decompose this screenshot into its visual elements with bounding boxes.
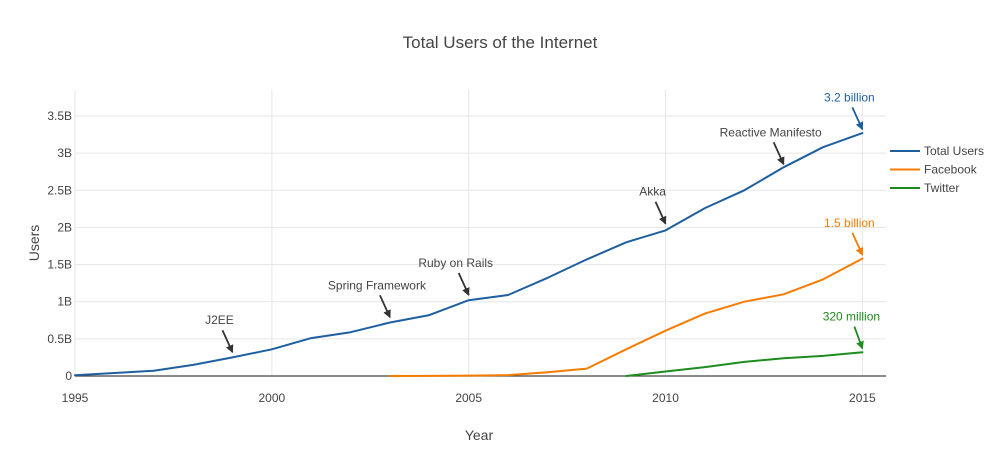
legend-item-total-users[interactable]: Total Users (890, 144, 984, 158)
y-tick-label: 1.5B (47, 258, 72, 272)
legend-item-twitter[interactable]: Twitter (890, 181, 959, 195)
annotation-arrow (772, 141, 785, 166)
legend-item-facebook[interactable]: Facebook (890, 163, 978, 177)
axis-ticks: 0 0.5B 1B 1.5B 2B 2.5B 3B 3.5B 1995 2000 2005 2010 2… (47, 109, 876, 405)
legend: Total Users Facebook Twitter (890, 144, 984, 195)
series-line-twitter (625, 351, 864, 377)
x-tick-label: 2005 (455, 391, 482, 405)
y-tick-label: 3B (57, 146, 72, 160)
annotation-arrow (379, 294, 391, 319)
annotation-arrow (853, 326, 864, 350)
series-line-total-users (74, 132, 864, 377)
y-tick-label: 3.5B (47, 109, 72, 123)
series-line-facebook (389, 257, 864, 377)
annotation-arrow (851, 232, 864, 256)
annotation-label: 1.5 billion (824, 216, 875, 230)
annotation-arrow (221, 329, 234, 354)
legend-label: Twitter (924, 181, 959, 195)
series (74, 132, 864, 377)
y-tick-label: 1B (57, 295, 72, 309)
annotation-label: 320 million (823, 310, 880, 324)
annotation-label: Spring Framework (328, 278, 427, 292)
x-tick-label: 1995 (62, 391, 89, 405)
annotation-arrow (654, 201, 667, 225)
annotations: J2EE Spring Framework Ruby on Rails Akka Rea… (205, 90, 880, 354)
y-tick-label: 2B (57, 220, 72, 234)
x-tick-label: 2015 (849, 391, 876, 405)
x-tick-label: 2010 (652, 391, 679, 405)
x-tick-label: 2000 (258, 391, 285, 405)
annotation-arrow (457, 272, 470, 296)
annotation-label: Reactive Manifesto (720, 125, 822, 139)
annotation-label: 3.2 billion (824, 90, 875, 104)
chart-title: Total Users of the Internet (403, 33, 598, 52)
y-axis-title: Users (26, 225, 42, 262)
y-tick-label: 0.5B (47, 332, 72, 346)
legend-label: Total Users (924, 144, 984, 158)
y-tick-label: 0 (65, 369, 72, 383)
legend-label: Facebook (924, 163, 978, 177)
annotation-label: Akka (639, 185, 666, 199)
x-axis-title: Year (465, 427, 494, 443)
y-tick-label: 2.5B (47, 183, 72, 197)
annotation-label: J2EE (205, 313, 234, 327)
annotation-label: Ruby on Rails (418, 256, 493, 270)
annotation-arrow (851, 106, 864, 131)
